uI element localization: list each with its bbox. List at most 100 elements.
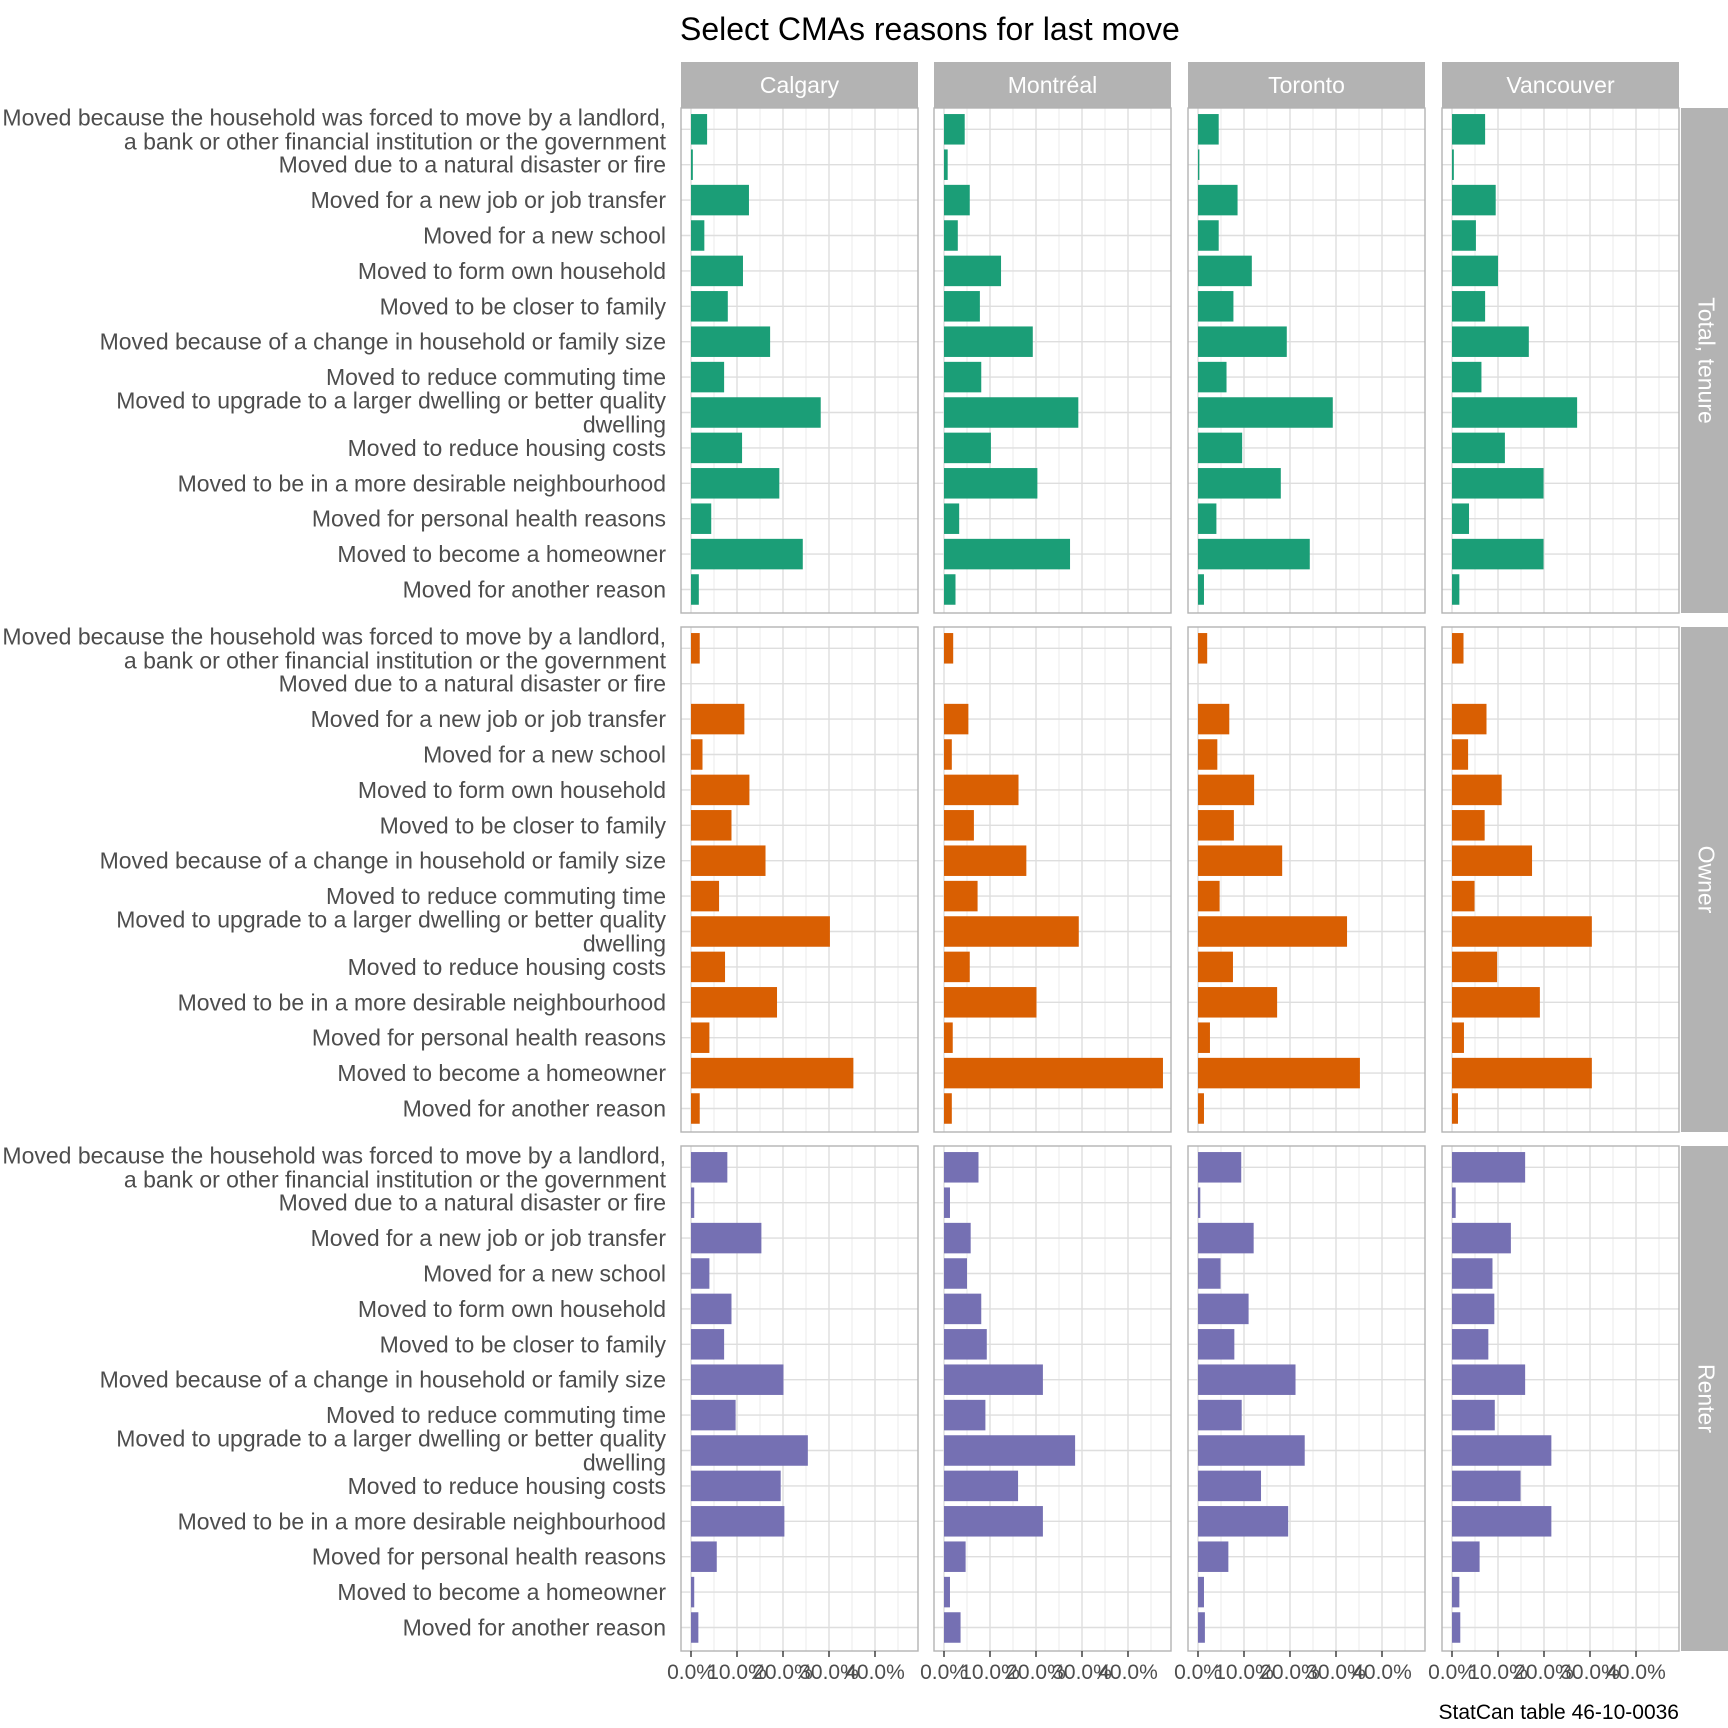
bar-renter-vancouver <box>1452 1329 1489 1360</box>
panel-renter-vancouver <box>1441 1145 1680 1652</box>
facet-strip-owner <box>1681 627 1728 1132</box>
facet-strip-label-montreal: Montréal <box>1008 72 1097 98</box>
bar-total-tenure-vancouver <box>1452 468 1544 499</box>
panel-renter-toronto <box>1187 1145 1426 1652</box>
y-tick-label: Moved to reduce housing costs <box>348 954 666 980</box>
bar-owner-calgary <box>691 810 732 841</box>
panel-border <box>1441 1145 1680 1652</box>
bar-renter-calgary <box>691 1399 736 1431</box>
bar-renter-vancouver <box>1452 1435 1552 1466</box>
panel-border <box>680 626 919 1133</box>
bar-renter-calgary <box>691 1187 695 1218</box>
bar-renter-montreal <box>944 1541 966 1572</box>
bar-renter-toronto <box>1198 1364 1296 1395</box>
bar-renter-montreal <box>944 1152 979 1183</box>
bar-renter-calgary <box>691 1470 781 1502</box>
y-tick-label: Moved for personal health reasons <box>312 1544 666 1570</box>
y-tick-label: Moved to reduce commuting time <box>326 883 666 909</box>
y-tick-label: Moved to become a homeowner <box>337 541 666 567</box>
bar-renter-calgary <box>691 1293 732 1325</box>
y-tick-label: Moved to be in a more desirable neighbou… <box>178 1508 666 1534</box>
bar-renter-vancouver <box>1452 1470 1521 1502</box>
bar-total-tenure-calgary <box>691 468 780 499</box>
panel-border <box>1441 626 1680 1133</box>
panel-renter-calgary <box>680 1145 919 1652</box>
bar-renter-toronto <box>1198 1329 1235 1360</box>
y-tick-label: Moved to be closer to family <box>380 293 667 319</box>
bar-renter-toronto <box>1198 1258 1221 1289</box>
y-tick-label: Moved for a new school <box>423 742 666 768</box>
bar-owner-toronto <box>1198 845 1283 876</box>
bar-owner-toronto <box>1198 774 1255 806</box>
bar-renter-montreal <box>944 1470 1019 1502</box>
bar-total-tenure-montreal <box>944 149 948 180</box>
bar-total-tenure-calgary <box>691 255 743 287</box>
x-tick-label: 10.0% <box>1214 1661 1274 1684</box>
x-tick-label: 30.0% <box>1052 1661 1112 1684</box>
bar-owner-calgary <box>691 845 766 876</box>
bar-renter-vancouver <box>1452 1293 1495 1325</box>
bar-total-tenure-vancouver <box>1452 503 1470 534</box>
facet-strip-label-vancouver: Vancouver <box>1506 72 1615 98</box>
bar-renter-toronto <box>1198 1541 1229 1572</box>
y-tick-label: Moved for another reason <box>403 1096 666 1122</box>
y-tick-label: Moved for personal health reasons <box>312 506 666 532</box>
facet-strip-label-toronto: Toronto <box>1268 72 1345 98</box>
x-tick-label: 10.0% <box>707 1661 767 1684</box>
x-tick-label: 30.0% <box>799 1661 859 1684</box>
bar-total-tenure-vancouver <box>1452 220 1476 251</box>
bar-owner-vancouver <box>1452 845 1533 876</box>
y-tick-label: Moved for another reason <box>403 577 666 603</box>
bar-total-tenure-montreal <box>944 255 1002 287</box>
bar-renter-toronto <box>1198 1470 1262 1502</box>
bar-total-tenure-montreal <box>944 468 1038 499</box>
bar-owner-toronto <box>1198 739 1218 770</box>
bar-total-tenure-montreal <box>944 361 982 393</box>
bar-total-tenure-toronto <box>1198 397 1333 428</box>
y-tick-label: Moved because of a change in household o… <box>100 848 666 874</box>
bar-owner-vancouver <box>1452 1057 1592 1089</box>
bar-renter-toronto <box>1198 1576 1204 1608</box>
y-tick-label: Moved due to a natural disaster or fire <box>279 1190 666 1216</box>
x-tick-label: 0.0% <box>1428 1661 1476 1684</box>
bar-total-tenure-montreal <box>944 538 1071 570</box>
y-tick-label: Moved for another reason <box>403 1615 666 1641</box>
y-tick-label: Moved to upgrade to a larger dwelling or… <box>116 907 666 957</box>
bar-renter-calgary <box>691 1258 710 1289</box>
bar-owner-calgary <box>691 739 703 770</box>
x-tick-label: 40.0% <box>1352 1661 1412 1684</box>
bar-renter-vancouver <box>1452 1576 1460 1608</box>
bar-renter-calgary <box>691 1222 762 1254</box>
x-tick-label: 40.0% <box>1098 1661 1158 1684</box>
bar-total-tenure-calgary <box>691 432 743 464</box>
bar-owner-vancouver <box>1452 880 1475 912</box>
bar-total-tenure-toronto <box>1198 361 1227 393</box>
y-tick-label: Moved because the household was forced t… <box>2 104 666 154</box>
bar-owner-montreal <box>944 633 954 664</box>
bar-total-tenure-vancouver <box>1452 149 1454 180</box>
facet-strip-label-total-tenure: Total, tenure <box>1693 297 1719 424</box>
x-tick-label: 10.0% <box>1468 1661 1528 1684</box>
y-tick-label: Moved for a new school <box>423 1261 666 1287</box>
bar-total-tenure-toronto <box>1198 184 1238 216</box>
bar-owner-montreal <box>944 880 978 912</box>
bar-total-tenure-calgary <box>691 397 821 428</box>
bar-renter-toronto <box>1198 1612 1205 1643</box>
panel-owner-calgary <box>680 626 919 1133</box>
bar-renter-montreal <box>944 1612 961 1643</box>
y-tick-label: Moved to be closer to family <box>380 1331 667 1357</box>
bar-total-tenure-vancouver <box>1452 361 1482 393</box>
bar-total-tenure-toronto <box>1198 574 1204 605</box>
y-tick-label: Moved for a new job or job transfer <box>311 706 667 732</box>
bar-owner-toronto <box>1198 703 1230 735</box>
bar-total-tenure-toronto <box>1198 255 1252 287</box>
bar-total-tenure-montreal <box>944 291 980 322</box>
y-tick-label: Moved to form own household <box>358 1296 666 1322</box>
bar-renter-toronto <box>1198 1152 1242 1183</box>
y-tick-label: Moved to upgrade to a larger dwelling or… <box>116 1426 666 1476</box>
bar-owner-montreal <box>944 703 969 735</box>
panel-owner-montreal <box>933 626 1172 1133</box>
facet-strip-toronto <box>1188 62 1425 108</box>
bar-renter-montreal <box>944 1506 1043 1537</box>
y-tick-label: Moved to be in a more desirable neighbou… <box>178 989 666 1015</box>
